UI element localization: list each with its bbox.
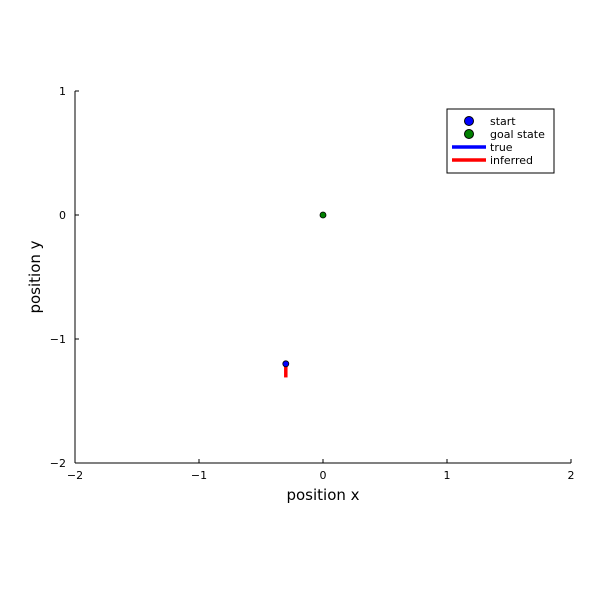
legend-label: true xyxy=(490,141,513,154)
legend-label: inferred xyxy=(490,154,533,167)
x-tick-label: 1 xyxy=(444,469,451,482)
y-tick-label: 1 xyxy=(59,85,66,98)
legend-label: start xyxy=(490,115,516,128)
legend-marker-goal-state xyxy=(464,129,474,139)
y-ticks: −2 −1 0 1 xyxy=(50,85,79,470)
x-tick-label: 2 xyxy=(568,469,575,482)
plot-marks xyxy=(282,211,327,378)
x-tick-label: −2 xyxy=(67,469,83,482)
y-tick-label: −2 xyxy=(50,457,66,470)
x-axis-label: position x xyxy=(286,486,359,504)
x-tick-label: 0 xyxy=(320,469,327,482)
legend-box xyxy=(446,108,555,174)
y-tick-label: 0 xyxy=(59,209,66,222)
x-ticks: −2 −1 0 1 2 xyxy=(67,459,575,482)
legend-marker-start xyxy=(464,116,474,126)
data-point-start xyxy=(282,360,290,368)
y-axis-label: position y xyxy=(26,240,44,313)
data-point-goal-state xyxy=(319,211,327,219)
y-tick-label: −1 xyxy=(50,333,66,346)
x-tick-label: −1 xyxy=(191,469,207,482)
legend-label: goal state xyxy=(490,128,545,141)
